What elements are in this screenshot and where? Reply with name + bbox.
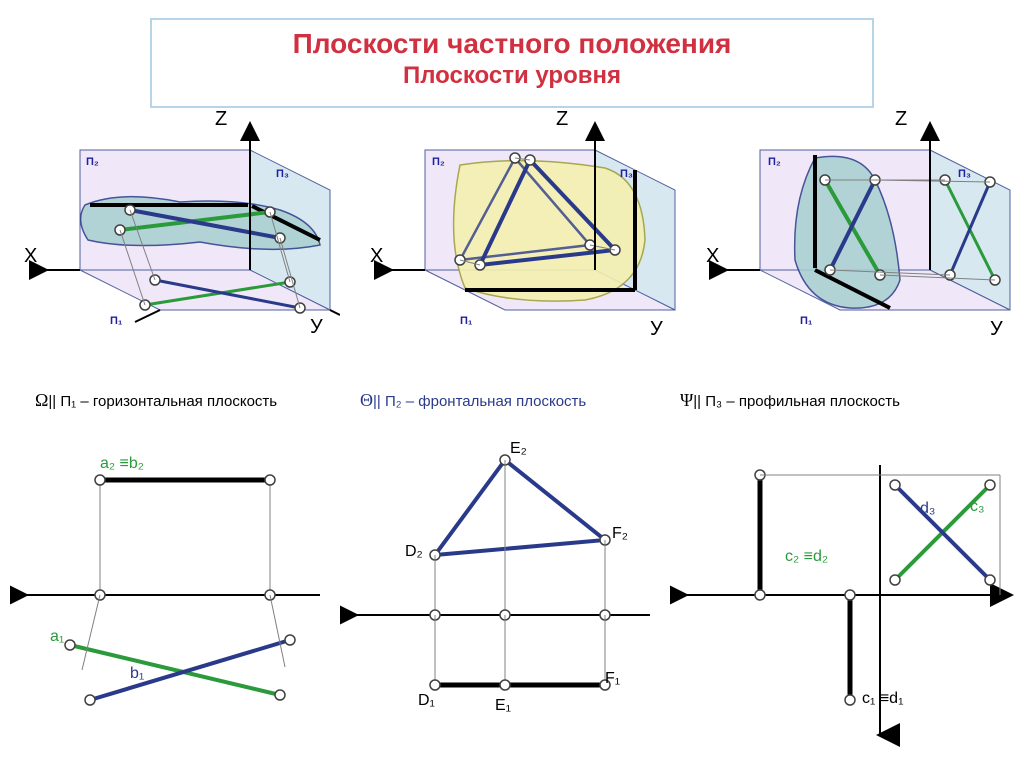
- label-c3: c₃: [970, 498, 985, 516]
- pi2-label-2: П₂: [432, 156, 445, 168]
- z-label-2: Z: [556, 108, 568, 131]
- label-F2: F₂: [612, 525, 628, 543]
- title-sub: Плоскости уровня: [152, 62, 872, 90]
- label-E2: E₂: [510, 440, 527, 458]
- diagram-3d-horizontal: [20, 110, 340, 370]
- pi3-label-3: П₃: [958, 168, 971, 180]
- pi3-label-2: П₃: [620, 168, 633, 180]
- pi1-label-2: П₁: [460, 315, 472, 327]
- label-D2: D₂: [405, 543, 423, 561]
- diagram-3d-frontal: [365, 110, 685, 370]
- pi2-label-3: П₂: [768, 156, 781, 168]
- title-panel: Плоскости частного положения Плоскости у…: [150, 18, 874, 108]
- x-label-3: X: [706, 245, 719, 268]
- label-a1: a₁: [50, 628, 64, 646]
- z-label-1: Z: [215, 108, 227, 131]
- epure-frontal: [340, 445, 670, 765]
- x-label-2: X: [370, 245, 383, 268]
- epure-horizontal: [10, 445, 340, 765]
- label-d3: d₃: [920, 500, 935, 518]
- label-F1: F₁: [605, 670, 620, 688]
- pi1-label-3: П₁: [800, 315, 812, 327]
- label-b1: b₁: [130, 665, 144, 683]
- label-c2d2: c₂ ≡d₂: [785, 548, 828, 566]
- epure-profile: [670, 445, 1020, 765]
- y-label-3: У: [990, 318, 1003, 341]
- caption-frontal: Θ|| П₂ – фронтальная плоскость: [360, 390, 620, 411]
- pi2-label-1: П₂: [86, 156, 99, 168]
- pi1-label-1: П₁: [110, 315, 122, 327]
- label-D1: D₁: [418, 692, 435, 710]
- x-label-1: X: [24, 245, 37, 268]
- label-a2b2: a₂ ≡b₂: [100, 455, 144, 473]
- y-label-2: У: [650, 318, 663, 341]
- caption-profile: Ψ|| П₃ – профильная плоскость: [680, 390, 940, 411]
- z-label-3: Z: [895, 108, 907, 131]
- y-label-1: У: [310, 316, 323, 339]
- label-c1d1: c₁ ≡d₁: [862, 690, 903, 708]
- diagram-3d-profile: [700, 110, 1020, 370]
- pi3-label-1: П₃: [276, 168, 289, 180]
- label-E1: E₁: [495, 697, 511, 715]
- title-main: Плоскости частного положения: [152, 28, 872, 60]
- caption-horizontal: Ω|| П₁ – горизонтальная плоскость: [35, 390, 315, 411]
